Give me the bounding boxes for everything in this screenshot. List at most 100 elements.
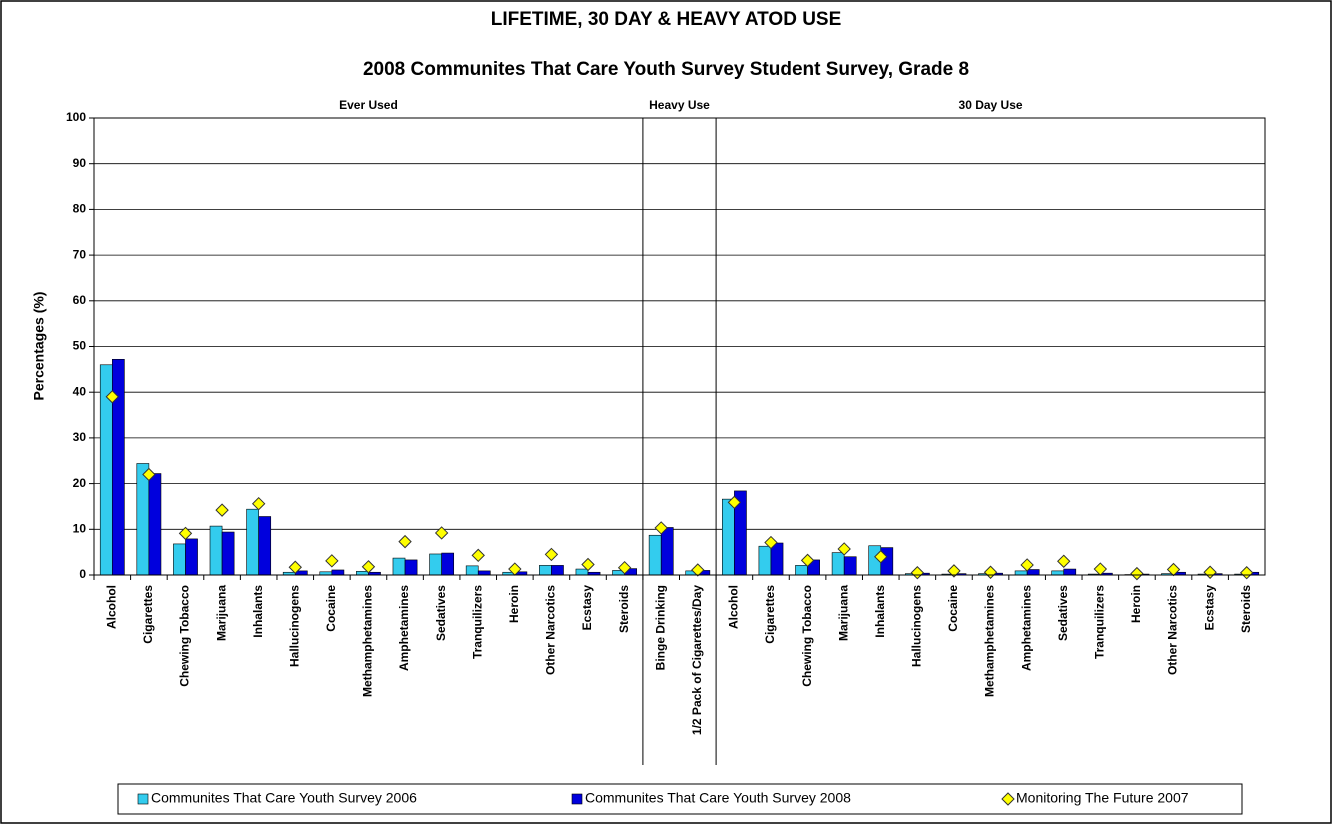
bar xyxy=(136,463,150,576)
x-tick-label: Steroids xyxy=(617,585,631,633)
bar xyxy=(477,570,491,576)
x-tick-label: Cocaine xyxy=(946,585,960,632)
chart-title: LIFETIME, 30 DAY & HEAVY ATOD USE xyxy=(491,9,842,30)
diamond-marker xyxy=(910,566,925,580)
y-tick-label: 50 xyxy=(73,339,87,353)
diamond-marker xyxy=(215,503,229,517)
bar xyxy=(770,542,784,576)
diamond-marker xyxy=(544,547,559,562)
bar xyxy=(843,556,857,576)
x-tick-label: 1/2 Pack of Cigarettes/Day xyxy=(690,585,704,735)
diamond-marker xyxy=(288,560,302,574)
diamond-marker xyxy=(727,495,742,510)
y-tick-label: 0 xyxy=(79,567,86,581)
y-tick-label: 20 xyxy=(73,476,87,490)
bar xyxy=(258,516,272,576)
x-tick-label: Cocaine xyxy=(324,585,338,632)
group-label: Heavy Use xyxy=(649,98,710,112)
diamond-marker xyxy=(581,557,595,572)
bar xyxy=(221,531,235,576)
legend-box xyxy=(117,783,1243,815)
bar xyxy=(441,552,455,576)
x-tick-label: Inhalants xyxy=(251,585,265,638)
x-tick-label: Hallucinogens xyxy=(287,585,301,667)
legend-label: Communites That Care Youth Survey 2006 xyxy=(151,790,417,806)
x-tick-label: Marijuana xyxy=(836,585,850,641)
diamond-marker xyxy=(654,521,668,535)
x-tick-label: Heroin xyxy=(507,585,521,623)
diamond-marker xyxy=(1166,562,1181,577)
diamond-marker xyxy=(178,526,193,541)
bar xyxy=(111,358,125,576)
x-tick-label: Ecstasy xyxy=(580,585,594,631)
bar xyxy=(551,565,564,576)
bar xyxy=(331,569,345,576)
y-tick-label: 30 xyxy=(73,430,87,444)
x-tick-label: Other Narcotics xyxy=(544,585,558,675)
diamond-marker xyxy=(105,390,120,404)
x-tick-label: Methamphetamines xyxy=(983,585,997,697)
bar xyxy=(1063,568,1077,576)
diamond-marker xyxy=(361,560,376,574)
x-tick-label: Marijuana xyxy=(214,585,228,641)
x-tick-label: Alcohol xyxy=(727,585,741,629)
x-tick-label: Hallucinogens xyxy=(910,585,924,667)
bar xyxy=(246,508,259,576)
x-tick-label: Other Narcotics xyxy=(1166,585,1180,675)
diamond-marker xyxy=(1057,554,1071,568)
x-tick-label: Methamphetamines xyxy=(361,585,375,697)
bar xyxy=(465,565,479,576)
x-tick-label: Alcohol xyxy=(104,585,118,629)
y-tick-label: 10 xyxy=(73,521,87,535)
diamond-marker xyxy=(1130,566,1144,581)
bar xyxy=(831,552,845,576)
legend-marker xyxy=(571,793,583,805)
bar xyxy=(1026,569,1040,576)
bar xyxy=(173,543,186,576)
legend-label: Communites That Care Youth Survey 2008 xyxy=(585,790,851,806)
diamond-marker xyxy=(1020,558,1034,572)
x-tick-label: Heroin xyxy=(1129,585,1143,623)
diamond-marker xyxy=(142,467,156,482)
bar xyxy=(575,568,589,576)
x-tick-label: Steroids xyxy=(1239,585,1253,633)
diamond-marker xyxy=(251,497,266,511)
diamond-marker xyxy=(691,563,705,577)
diamond-marker xyxy=(617,560,632,575)
y-tick-label: 100 xyxy=(66,110,86,124)
bar xyxy=(185,538,198,576)
diamond-marker xyxy=(800,553,815,568)
bar xyxy=(539,565,552,576)
x-tick-label: Tranquilizers xyxy=(1093,585,1107,659)
x-tick-label: Ecstasy xyxy=(1202,585,1216,631)
x-tick-label: Chewing Tobacco xyxy=(800,585,814,687)
x-tick-label: Cigarettes xyxy=(141,585,155,644)
y-tick-label: 70 xyxy=(73,247,87,261)
bar xyxy=(648,534,662,576)
diamond-marker xyxy=(947,564,961,578)
bar xyxy=(209,525,223,576)
legend-marker xyxy=(137,793,149,805)
diamond-marker xyxy=(471,548,485,563)
x-tick-label: Binge Drinking xyxy=(653,585,667,670)
chart-subtitle: 2008 Communites That Care Youth Survey S… xyxy=(363,59,969,80)
y-tick-label: 80 xyxy=(73,202,87,216)
diamond-marker xyxy=(1239,566,1254,580)
x-tick-label: Amphetamines xyxy=(1019,585,1033,671)
bar xyxy=(392,557,406,576)
legend-label: Monitoring The Future 2007 xyxy=(1016,790,1189,806)
y-tick-label: 40 xyxy=(73,384,87,398)
x-tick-label: Amphetamines xyxy=(397,585,411,671)
x-tick-label: Sedatives xyxy=(1056,585,1070,641)
bar xyxy=(429,553,442,576)
diamond-marker xyxy=(764,535,778,550)
bar xyxy=(660,527,674,576)
x-tick-label: Cigarettes xyxy=(763,585,777,644)
y-tick-label: 90 xyxy=(73,156,87,170)
diamond-marker xyxy=(325,554,339,568)
bar xyxy=(722,498,735,576)
bar xyxy=(1051,570,1065,576)
bar xyxy=(795,565,808,576)
group-label: Ever Used xyxy=(339,98,398,112)
bar xyxy=(1014,570,1028,576)
